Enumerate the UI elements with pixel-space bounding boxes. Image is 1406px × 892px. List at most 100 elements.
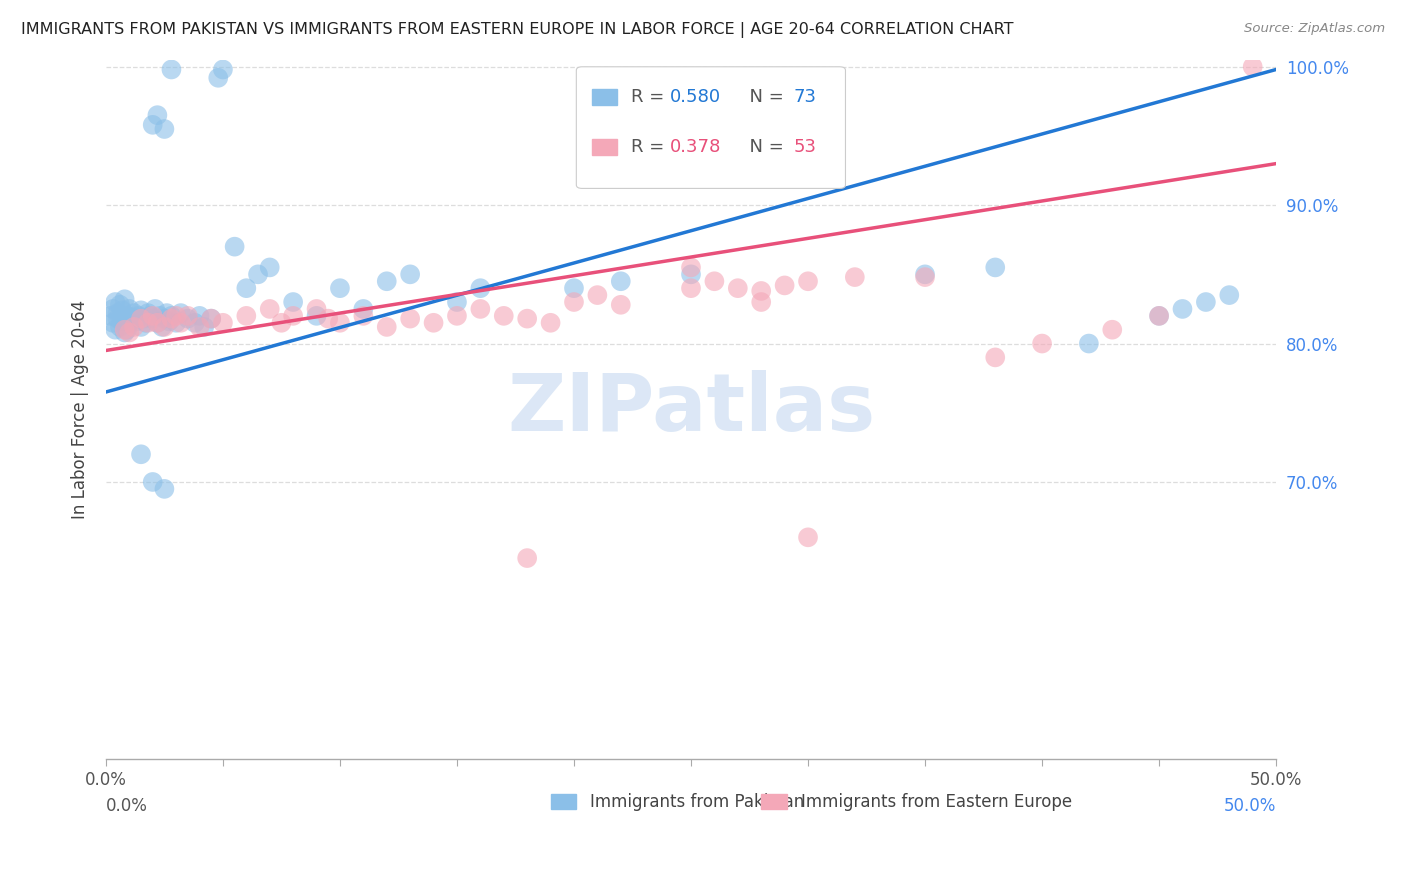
Point bbox=[224, 240, 246, 254]
Point bbox=[122, 306, 145, 320]
Point bbox=[316, 311, 339, 326]
Bar bbox=[592, 139, 617, 155]
Point bbox=[122, 320, 145, 334]
Point bbox=[142, 311, 165, 326]
Point bbox=[165, 316, 187, 330]
Point bbox=[749, 295, 772, 310]
Point bbox=[749, 284, 772, 298]
Point bbox=[610, 298, 633, 312]
Point bbox=[446, 309, 468, 323]
Point bbox=[727, 281, 749, 295]
Point bbox=[586, 288, 609, 302]
Point bbox=[153, 482, 176, 496]
Point bbox=[121, 310, 143, 325]
Point bbox=[118, 301, 141, 316]
Point bbox=[984, 351, 1007, 365]
Point bbox=[177, 309, 200, 323]
Point bbox=[679, 260, 702, 275]
Point bbox=[797, 274, 820, 288]
Point bbox=[129, 447, 152, 461]
Point bbox=[610, 274, 633, 288]
Point bbox=[492, 309, 515, 323]
Point bbox=[156, 306, 179, 320]
Point bbox=[170, 316, 193, 330]
Text: 0.378: 0.378 bbox=[669, 138, 721, 156]
Point bbox=[129, 311, 152, 326]
Point bbox=[101, 301, 124, 316]
Point bbox=[108, 298, 131, 312]
Text: N =: N = bbox=[738, 87, 789, 106]
Point bbox=[150, 320, 173, 334]
Point bbox=[165, 309, 187, 323]
Point bbox=[114, 326, 136, 340]
Point bbox=[797, 530, 820, 544]
Point bbox=[516, 551, 538, 566]
Point bbox=[153, 320, 176, 334]
Point bbox=[470, 301, 492, 316]
Point bbox=[562, 295, 585, 310]
Point bbox=[281, 295, 304, 310]
Point bbox=[188, 309, 211, 323]
Point bbox=[143, 301, 166, 316]
Point bbox=[235, 309, 257, 323]
Point bbox=[270, 316, 292, 330]
Point bbox=[1147, 309, 1170, 323]
Point bbox=[114, 292, 136, 306]
Point bbox=[146, 108, 169, 122]
Bar bbox=[551, 794, 576, 809]
Point bbox=[200, 311, 222, 326]
Point bbox=[703, 274, 725, 288]
Point bbox=[149, 309, 172, 323]
Point bbox=[914, 268, 936, 282]
Point bbox=[259, 301, 281, 316]
Point bbox=[136, 316, 159, 330]
Y-axis label: In Labor Force | Age 20-64: In Labor Force | Age 20-64 bbox=[72, 300, 89, 519]
Point bbox=[135, 316, 157, 330]
Text: IMMIGRANTS FROM PAKISTAN VS IMMIGRANTS FROM EASTERN EUROPE IN LABOR FORCE | AGE : IMMIGRANTS FROM PAKISTAN VS IMMIGRANTS F… bbox=[21, 22, 1014, 38]
Text: N =: N = bbox=[738, 138, 789, 156]
Text: Immigrants from Eastern Europe: Immigrants from Eastern Europe bbox=[801, 793, 1073, 811]
Point bbox=[844, 270, 866, 285]
Point bbox=[470, 281, 492, 295]
Point bbox=[1171, 301, 1194, 316]
Point bbox=[399, 311, 422, 326]
Point bbox=[108, 320, 131, 334]
Point bbox=[107, 311, 129, 326]
Point bbox=[115, 323, 138, 337]
Point bbox=[128, 309, 150, 323]
Point bbox=[679, 268, 702, 282]
Point bbox=[375, 320, 398, 334]
Point bbox=[375, 274, 398, 288]
Point bbox=[446, 295, 468, 310]
Text: R =: R = bbox=[631, 87, 671, 106]
Point bbox=[329, 316, 352, 330]
Point bbox=[399, 268, 422, 282]
Text: 73: 73 bbox=[794, 87, 817, 106]
Point bbox=[1031, 336, 1053, 351]
Point bbox=[129, 320, 152, 334]
Point bbox=[516, 311, 538, 326]
Point bbox=[184, 316, 207, 330]
Text: Immigrants from Pakistan: Immigrants from Pakistan bbox=[591, 793, 804, 811]
Point bbox=[104, 295, 127, 310]
Point bbox=[136, 306, 159, 320]
Point bbox=[329, 281, 352, 295]
Text: R =: R = bbox=[631, 138, 671, 156]
Point bbox=[142, 118, 165, 132]
Text: ZIPatlas: ZIPatlas bbox=[508, 370, 875, 449]
Point bbox=[100, 309, 122, 323]
Point bbox=[188, 320, 211, 334]
Point bbox=[352, 309, 374, 323]
Point bbox=[142, 475, 165, 489]
Point bbox=[1077, 336, 1099, 351]
Point bbox=[160, 309, 183, 323]
Point bbox=[212, 62, 235, 77]
Point bbox=[1195, 295, 1218, 310]
Text: 50.0%: 50.0% bbox=[1223, 797, 1277, 815]
Point bbox=[153, 311, 176, 326]
Point bbox=[562, 281, 585, 295]
Point bbox=[422, 316, 444, 330]
Point bbox=[101, 316, 124, 330]
Point bbox=[610, 128, 633, 143]
Point bbox=[146, 316, 169, 330]
